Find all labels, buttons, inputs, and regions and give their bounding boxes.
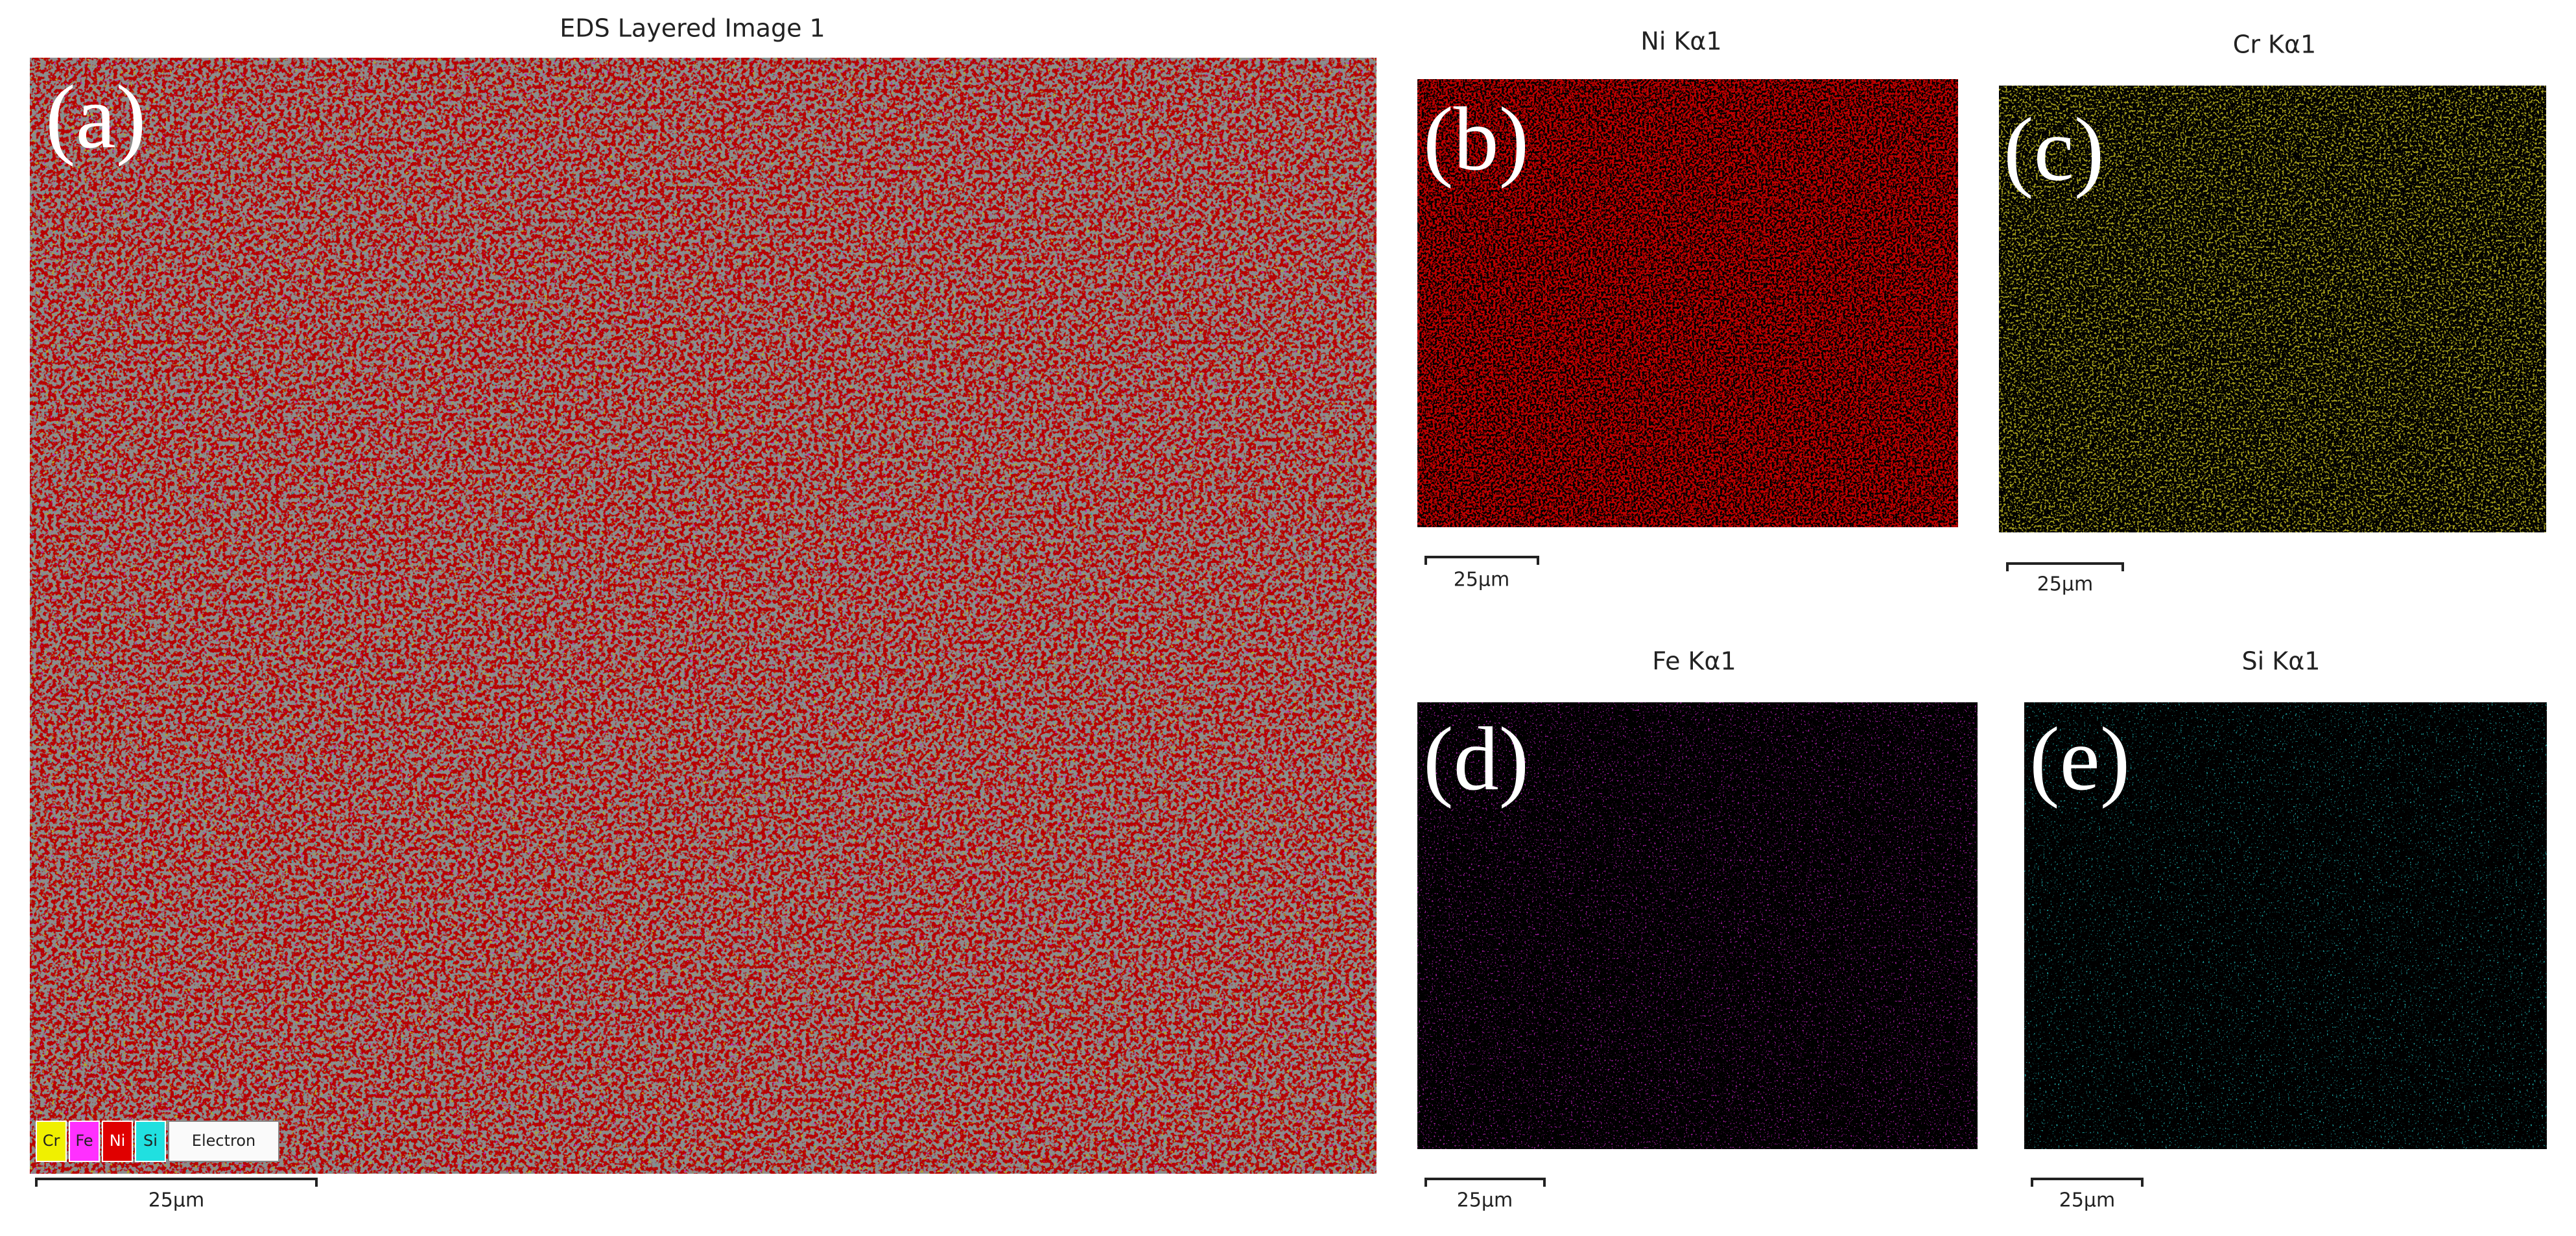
panel-title: Fe Kα1 [1652,647,1736,676]
legend-label: Electron [192,1132,255,1150]
scale-bar [1424,1178,1546,1187]
legend-swatch [36,1121,67,1162]
legend-label: Ni [110,1132,126,1150]
legend-swatch [69,1121,100,1162]
fe-map [1417,702,1978,1149]
scale-bar-label: 25µm [148,1189,204,1212]
panel-title: Si Kα1 [2242,647,2321,676]
legend-swatch [102,1121,133,1162]
legend: Cr Fe Ni Si Electron [36,1121,279,1162]
legend-swatch [135,1121,166,1162]
panel-label: (e) [2029,709,2130,809]
scale-bar-label: 25µm [2037,573,2093,596]
scale-bar [2006,562,2124,571]
layered-map [30,58,1377,1174]
legend-label: Si [143,1132,158,1150]
legend-label: Fe [75,1132,93,1150]
panel-label: (c) [2003,99,2104,200]
ni-map [1417,79,1958,527]
legend-label: Cr [43,1132,60,1150]
panel-title: EDS Layered Image 1 [560,14,825,43]
panel-title: Ni Kα1 [1640,27,1721,56]
panel-label: (b) [1423,89,1529,189]
cr-map [1999,86,2546,532]
scale-bar-label: 25µm [2059,1189,2115,1212]
si-layer [30,58,1377,1174]
scale-bar [35,1178,318,1187]
legend-swatch [168,1121,279,1162]
si-map [2024,702,2547,1149]
scale-bar-label: 25µm [1454,569,1509,591]
scale-bar [1424,556,1539,565]
scale-bar-label: 25µm [1457,1189,1513,1212]
panel-label: (d) [1423,709,1529,809]
panel-label: (a) [45,67,146,167]
scale-bar [2031,1178,2144,1187]
panel-title: Cr Kα1 [2233,30,2316,59]
